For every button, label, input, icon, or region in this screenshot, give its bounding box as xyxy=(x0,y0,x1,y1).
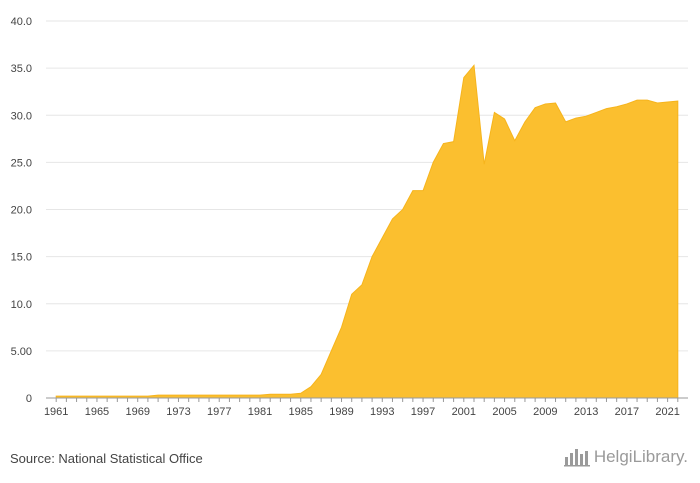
x-tick-label: 1977 xyxy=(207,406,231,418)
y-tick-label: 25.0 xyxy=(11,157,32,169)
x-axis: 1961 1965 1969 1973 1977 1981 1985 1989 1993 1997… xyxy=(44,397,688,418)
x-tick-label: 1965 xyxy=(85,406,109,418)
y-tick-label: 35.0 xyxy=(11,63,32,75)
x-tick-label: 2009 xyxy=(533,406,557,418)
x-tick-label: 2021 xyxy=(655,406,679,418)
grid-lines xyxy=(46,20,688,352)
y-tick-label: 10.0 xyxy=(11,299,32,311)
y-tick-label: 15.0 xyxy=(11,252,32,264)
y-tick-label: 30.0 xyxy=(11,110,32,122)
y-axis: 0 5.00 10.0 15.0 20.0 25.0 30.0 35.0 40.0 xyxy=(11,16,32,405)
area-series xyxy=(55,64,679,399)
area-chart: 1961 1965 1969 1973 1977 1981 1985 1989 1993 1997… xyxy=(11,16,688,418)
x-tick-label: 1961 xyxy=(44,406,68,418)
x-tick-label: 1973 xyxy=(166,406,190,418)
y-tick-label: 5.00 xyxy=(11,346,32,358)
source-note: Source: National Statistical Office xyxy=(10,451,203,466)
y-tick-label: 0 xyxy=(26,393,32,405)
helgi-library-logo: HelgiLibrary. xyxy=(563,447,688,467)
y-tick-label: 40.0 xyxy=(11,16,32,28)
x-tick-label: 1997 xyxy=(411,406,435,418)
x-tick-label: 2001 xyxy=(452,406,476,418)
area-series-fill xyxy=(55,64,679,399)
bar-chart-logo-icon xyxy=(563,449,590,467)
x-tick-label: 2005 xyxy=(492,406,516,418)
x-tick-label: 1981 xyxy=(248,406,272,418)
logo-text: HelgiLibrary. xyxy=(593,447,688,466)
y-tick-label: 20.0 xyxy=(11,205,32,217)
x-tick-label: 2017 xyxy=(615,406,639,418)
x-tick-label: 1969 xyxy=(125,406,149,418)
x-tick-label: 1985 xyxy=(289,406,313,418)
x-tick-label: 1989 xyxy=(329,406,353,418)
x-tick-label: 2013 xyxy=(574,406,598,418)
x-tick-label: 1993 xyxy=(370,406,394,418)
